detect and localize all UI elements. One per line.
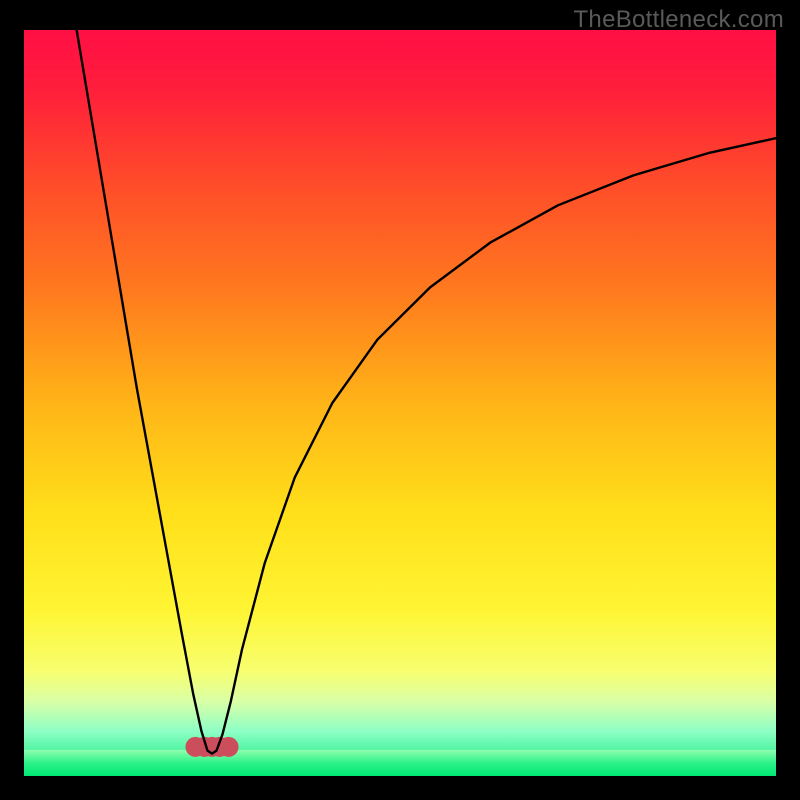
- bottleneck-curve: [24, 30, 776, 776]
- plot-area: [24, 30, 776, 776]
- chart-stage: TheBottleneck.com: [0, 0, 800, 800]
- curve-path: [77, 30, 776, 754]
